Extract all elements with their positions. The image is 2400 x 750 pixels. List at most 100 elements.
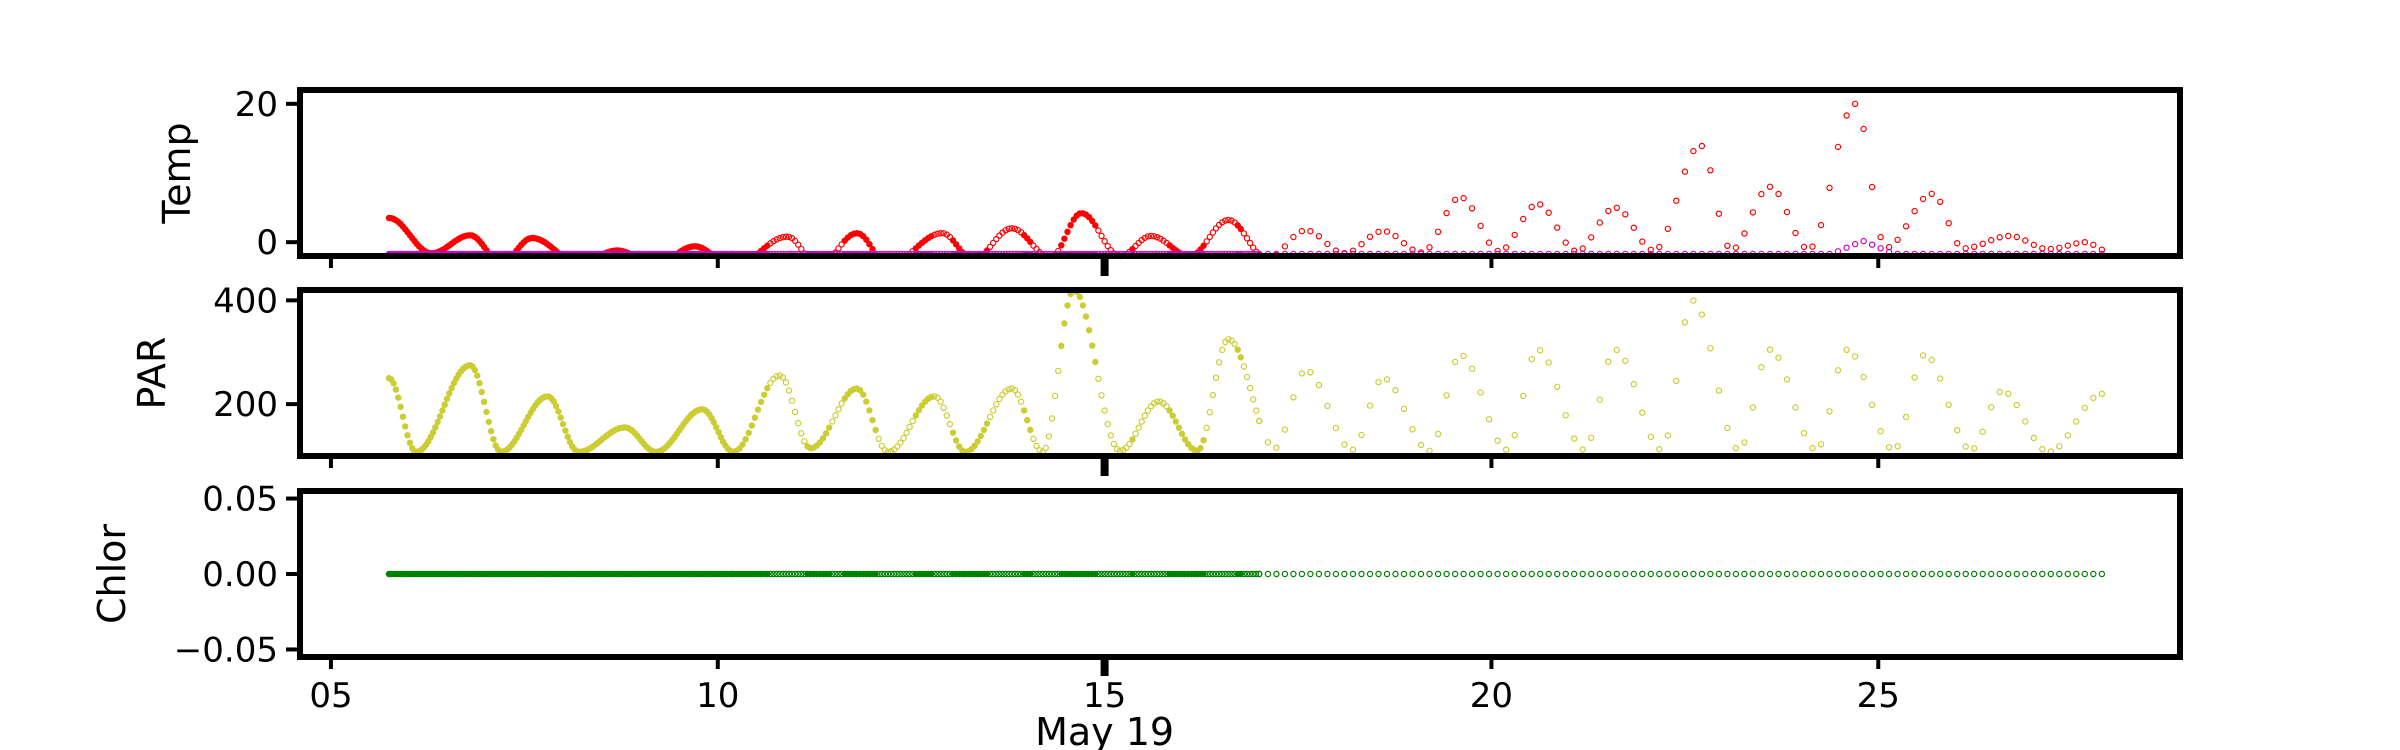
par-point	[1349, 446, 1357, 453]
par-point	[490, 436, 497, 443]
chlor-point	[2073, 570, 2080, 578]
par-point	[1172, 418, 1180, 425]
temp-point	[1647, 246, 1655, 253]
chlor-point	[1451, 570, 1459, 578]
chlor-point	[1860, 570, 1867, 578]
chlor-point	[1307, 570, 1314, 578]
par-point	[1212, 374, 1220, 381]
chlor-point	[894, 570, 901, 578]
par-point	[1014, 391, 1022, 398]
par-point	[801, 438, 808, 445]
par-point	[1732, 444, 1740, 452]
par-point	[1181, 436, 1189, 443]
temp-point	[1877, 245, 1884, 252]
par-point	[1240, 363, 1248, 370]
par-point	[863, 398, 870, 405]
par-point	[1061, 320, 1068, 327]
temp-point	[1868, 241, 1876, 248]
temp-frame	[297, 87, 2183, 259]
par-point	[1197, 444, 1204, 452]
chlor-point	[1375, 570, 1382, 578]
chlor-point	[878, 570, 886, 578]
chlor-point	[1033, 570, 1040, 578]
chlor-point	[788, 570, 796, 578]
temp-point	[1451, 196, 1459, 203]
temp-point	[1027, 238, 1034, 246]
temp-point	[1144, 233, 1152, 240]
temp-point	[1315, 233, 1323, 240]
chlor-point	[1349, 570, 1357, 578]
par-point	[906, 423, 913, 431]
temp-point	[1150, 233, 1158, 240]
temp-point	[1792, 229, 1799, 237]
par-point	[1919, 352, 1927, 359]
par-point	[1936, 375, 1944, 382]
par-point	[1894, 443, 1901, 450]
chlor-point	[776, 570, 783, 578]
par-point	[1098, 392, 1105, 399]
temp-point	[1358, 240, 1365, 248]
par-point	[934, 394, 941, 401]
par-point	[1206, 409, 1214, 416]
chlor-point	[1953, 570, 1961, 578]
par-point	[1234, 346, 1241, 353]
temp-point	[1809, 243, 1816, 250]
temp-point	[1758, 190, 1765, 198]
temp-point	[1298, 227, 1306, 235]
chlor-point	[1613, 570, 1621, 578]
temp-point	[1681, 168, 1689, 175]
temp-point	[1690, 147, 1697, 155]
chlor-point	[1095, 570, 1102, 578]
par-point	[562, 427, 569, 434]
par-point	[485, 418, 492, 426]
chlor-point	[1215, 570, 1223, 578]
par-point	[1033, 442, 1040, 449]
temp-point	[1783, 208, 1791, 216]
chlor-point	[1256, 570, 1263, 578]
par-point	[1027, 426, 1034, 434]
par-point	[1468, 365, 1476, 372]
chlor-point	[1936, 570, 1944, 578]
par-point	[1647, 433, 1655, 441]
par-point	[1092, 358, 1099, 366]
temp-point	[1008, 225, 1016, 232]
par-point	[903, 429, 910, 436]
par-point	[931, 393, 938, 400]
temp-point	[2081, 238, 2088, 246]
par-point	[1970, 445, 1978, 452]
par-point	[983, 420, 991, 427]
temp-point	[1613, 204, 1621, 211]
temp-point	[1979, 240, 1986, 247]
chlor-point	[1042, 570, 1050, 578]
chlor-point	[1273, 570, 1280, 578]
par-point	[897, 439, 904, 446]
temp-point	[1141, 234, 1149, 242]
chlor-point	[1596, 570, 1604, 578]
par-point	[1256, 417, 1263, 425]
temp-point	[993, 235, 1000, 243]
chlor-point	[1104, 570, 1111, 578]
chlor-point	[1443, 570, 1450, 578]
chlor-point	[1141, 570, 1149, 578]
par-point	[1860, 373, 1867, 381]
chlor-point	[1987, 570, 1995, 578]
par-point	[1630, 381, 1638, 388]
temp-ytick-label: 0	[256, 223, 278, 263]
par-point	[474, 372, 481, 379]
temp-point	[838, 241, 845, 248]
chlor-point	[1758, 570, 1765, 578]
chlor-point	[2056, 570, 2063, 578]
par-point	[1175, 424, 1183, 431]
par-point	[1749, 404, 1757, 411]
par-point	[791, 408, 799, 416]
par-point	[429, 429, 437, 436]
temp-point	[1996, 234, 2003, 241]
chlor-point	[1135, 570, 1142, 578]
temp-point	[1868, 183, 1876, 191]
par-point	[980, 426, 988, 434]
chlor-point	[897, 570, 904, 578]
par-point	[1409, 426, 1416, 433]
par-point	[443, 395, 451, 403]
par-point	[1766, 346, 1774, 353]
temp-point	[934, 230, 941, 237]
